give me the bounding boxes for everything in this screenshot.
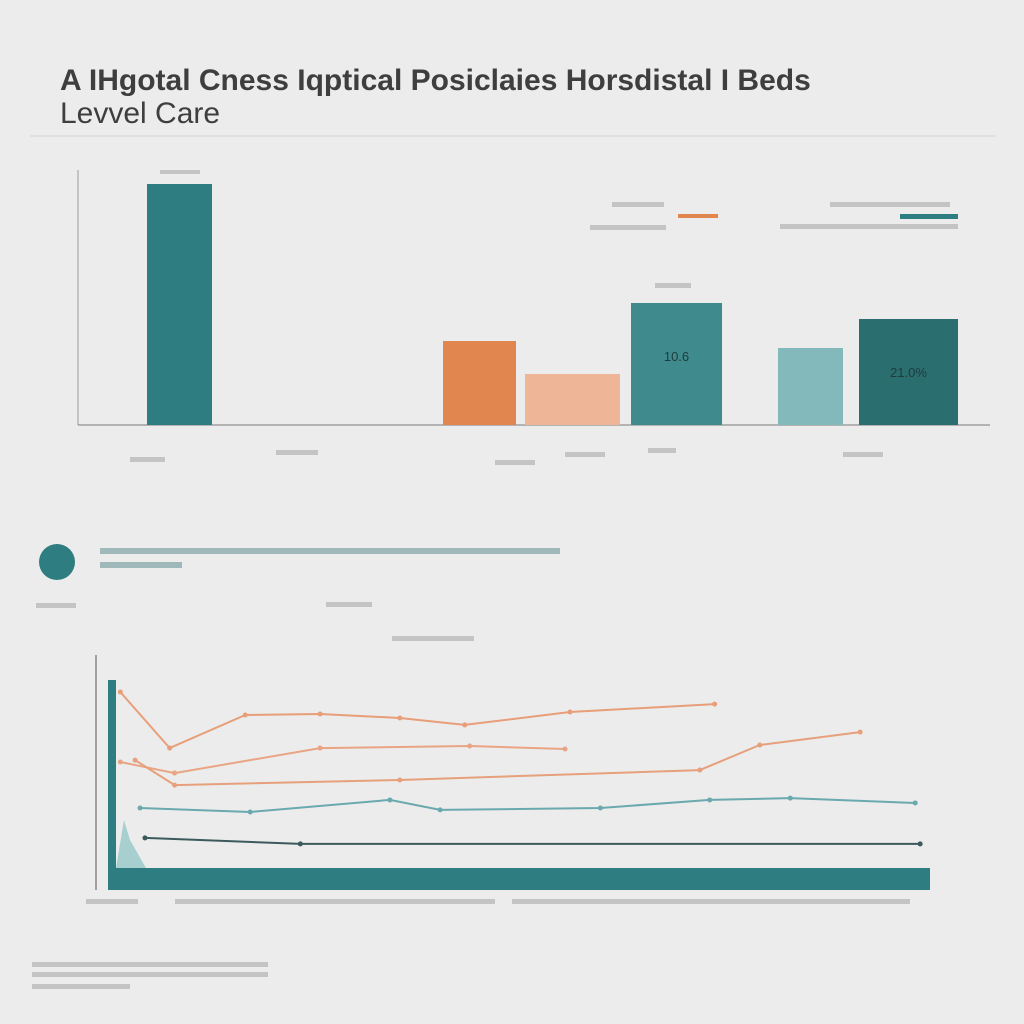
value-label: 10.6	[664, 349, 689, 364]
point	[142, 835, 148, 841]
point	[317, 745, 323, 751]
point	[117, 689, 123, 695]
line	[134, 731, 861, 787]
teal-base	[108, 868, 930, 890]
point	[567, 709, 573, 715]
point	[172, 782, 178, 788]
badge	[39, 544, 75, 580]
bar	[443, 341, 516, 425]
point	[397, 715, 403, 721]
point	[712, 701, 718, 707]
point	[242, 712, 248, 718]
point	[462, 722, 468, 728]
title: A IHgotal Cness Iqptical Posiclaies Hors…	[60, 64, 811, 97]
point	[117, 759, 123, 765]
subtitle: Levvel Care	[60, 97, 220, 130]
point	[132, 757, 138, 763]
legend-swatch	[900, 214, 958, 219]
point	[917, 841, 923, 847]
point	[757, 742, 763, 748]
legend-swatch	[678, 214, 718, 218]
point	[707, 797, 713, 803]
point	[167, 745, 173, 751]
illegible-text	[32, 170, 958, 989]
bar	[778, 348, 843, 425]
point	[247, 809, 253, 815]
bar	[147, 184, 212, 425]
point	[172, 770, 178, 776]
point	[437, 807, 443, 813]
point	[397, 777, 403, 783]
point	[697, 767, 703, 773]
point	[597, 805, 603, 811]
point	[297, 841, 303, 847]
teal-frame	[108, 680, 116, 890]
line	[140, 797, 916, 814]
point	[467, 743, 473, 749]
area-accent	[116, 820, 146, 868]
point	[317, 711, 323, 717]
point	[562, 746, 568, 752]
point	[912, 800, 918, 806]
bar	[525, 374, 620, 425]
point	[137, 805, 143, 811]
point	[857, 729, 863, 735]
bar	[631, 303, 722, 425]
bar	[859, 319, 958, 425]
line	[119, 691, 715, 750]
point	[787, 795, 793, 801]
point	[387, 797, 393, 803]
value-label: 21.0%	[890, 365, 927, 380]
